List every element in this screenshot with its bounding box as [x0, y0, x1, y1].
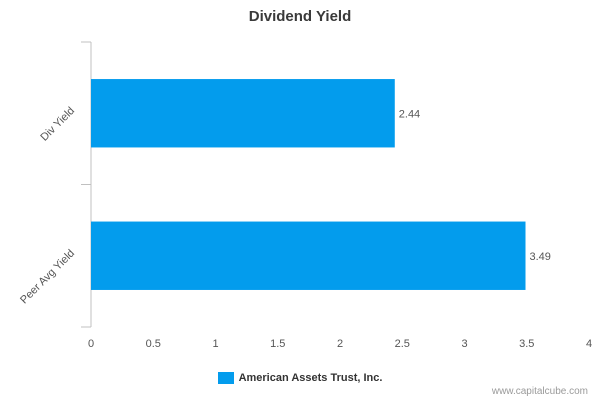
bar — [91, 221, 526, 290]
legend-swatch — [217, 372, 234, 384]
x-tick-label: 0 — [88, 338, 94, 350]
x-tick-label: 0.5 — [146, 338, 161, 350]
watermark: www.capitalcube.com — [491, 386, 588, 397]
x-tick-label: 1.5 — [270, 338, 285, 350]
category-label: Peer Avg Yield — [18, 247, 77, 306]
x-tick-label: 1 — [212, 338, 218, 350]
chart-title: Dividend Yield — [248, 8, 352, 25]
legend[interactable]: American Assets Trust, Inc. — [0, 372, 600, 384]
data-label: 3.49 — [530, 251, 551, 263]
x-tick-label: 3 — [461, 338, 467, 350]
bar — [91, 79, 395, 148]
x-tick-label: 2.5 — [395, 338, 410, 350]
data-label: 2.44 — [399, 108, 420, 120]
x-tick-label: 2 — [337, 338, 343, 350]
category-label: Div Yield — [38, 105, 77, 144]
x-tick-label: 4 — [586, 338, 592, 350]
x-tick-label: 3.5 — [519, 338, 534, 350]
legend-label: American Assets Trust, Inc. — [238, 372, 383, 384]
